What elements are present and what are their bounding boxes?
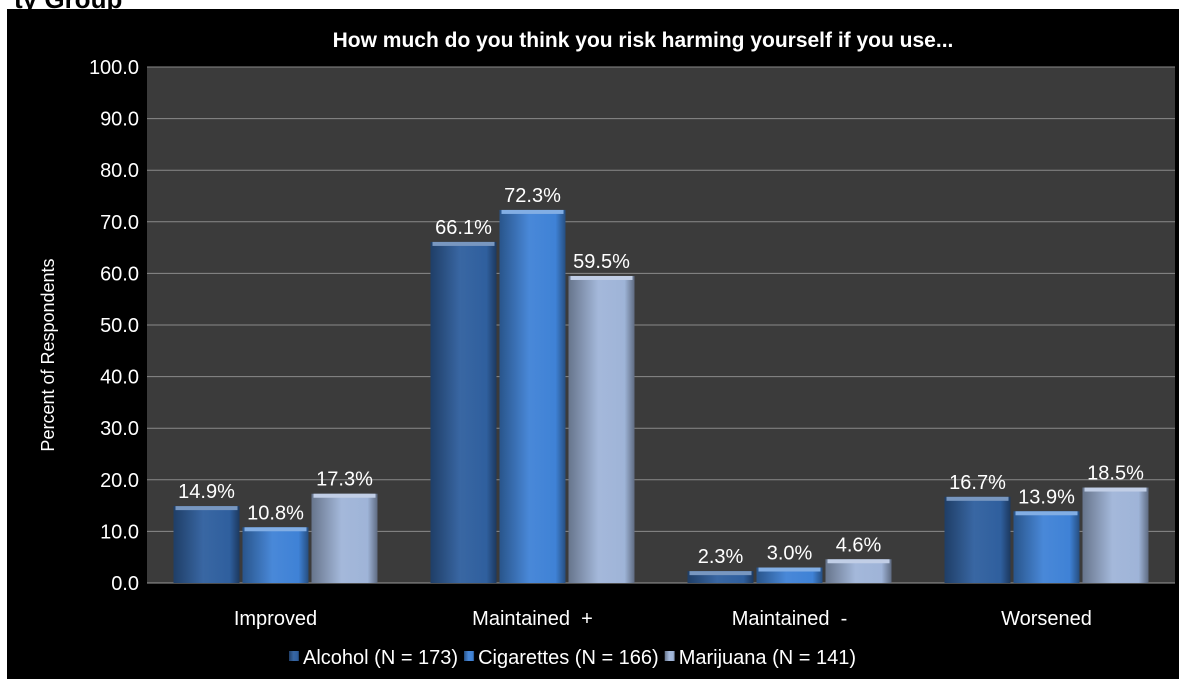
y-tick-label: 30.0 bbox=[100, 418, 139, 440]
legend-label: Marijuana (N = 141) bbox=[679, 647, 856, 669]
bar-top-bevel bbox=[827, 559, 890, 564]
bar-top-bevel bbox=[570, 275, 633, 280]
legend: Alcohol (N = 173) Cigarettes (N = 166) Mar… bbox=[289, 647, 856, 669]
legend-marker bbox=[464, 651, 475, 661]
bar-top-bevel bbox=[313, 493, 376, 498]
data-labels: 14.9% 10.8% 17.3% 66.1% 72.3% 59.5% 2.3% 3.0% 4.… bbox=[178, 185, 1144, 568]
legend-marker bbox=[289, 651, 299, 661]
bar-marijuana bbox=[311, 493, 378, 583]
legend-label: Cigarettes (N = 166) bbox=[478, 647, 659, 669]
bars bbox=[173, 209, 1149, 583]
bar-marijuana bbox=[1082, 487, 1149, 583]
category-label: Maintained - bbox=[732, 608, 848, 630]
y-tick-label: 80.0 bbox=[100, 160, 139, 182]
chart-frame: 0.0 10.0 20.0 30.0 40.0 50.0 60.0 70.0 80.0 90.0 1… bbox=[7, 9, 1179, 679]
y-tick-label: 60.0 bbox=[100, 263, 139, 285]
bar-top-bevel bbox=[946, 496, 1009, 501]
data-label: 4.6% bbox=[836, 534, 882, 556]
bar-marijuana bbox=[568, 275, 635, 583]
legend-label: Alcohol (N = 173) bbox=[303, 647, 458, 669]
y-axis-ticks: 0.0 10.0 20.0 30.0 40.0 50.0 60.0 70.0 80.0 90.0 1… bbox=[89, 57, 139, 595]
bar-top-bevel bbox=[1015, 511, 1078, 516]
category-label: Improved bbox=[234, 608, 317, 630]
bar-alcohol bbox=[687, 571, 754, 583]
data-label: 18.5% bbox=[1087, 463, 1144, 485]
bar-top-bevel bbox=[689, 571, 752, 576]
y-tick-label: 100.0 bbox=[89, 57, 139, 79]
data-label: 10.8% bbox=[247, 502, 304, 524]
bar-cigarettes bbox=[499, 209, 566, 583]
data-label: 72.3% bbox=[504, 185, 561, 207]
bar-alcohol bbox=[944, 496, 1011, 583]
bar-alcohol bbox=[173, 506, 240, 583]
data-label: 16.7% bbox=[949, 472, 1006, 494]
bar-cigarettes bbox=[242, 527, 309, 583]
data-label: 59.5% bbox=[573, 251, 630, 273]
data-label: 66.1% bbox=[435, 217, 492, 239]
legend-marker bbox=[664, 651, 675, 661]
y-tick-label: 50.0 bbox=[100, 315, 139, 337]
bar-top-bevel bbox=[758, 567, 821, 572]
y-tick-label: 70.0 bbox=[100, 212, 139, 234]
data-label: 17.3% bbox=[316, 469, 373, 491]
y-tick-label: 40.0 bbox=[100, 367, 139, 389]
bar-top-bevel bbox=[244, 527, 307, 532]
y-tick-label: 0.0 bbox=[111, 573, 139, 595]
bar-chart: 0.0 10.0 20.0 30.0 40.0 50.0 60.0 70.0 80.0 90.0 1… bbox=[38, 29, 1175, 669]
data-label: 13.9% bbox=[1018, 486, 1075, 508]
bar-cigarettes bbox=[1013, 511, 1080, 583]
y-tick-label: 90.0 bbox=[100, 109, 139, 131]
bar-top-bevel bbox=[1084, 487, 1147, 492]
y-tick-label: 20.0 bbox=[100, 470, 139, 492]
category-label: Worsened bbox=[1001, 608, 1092, 630]
bar-top-bevel bbox=[501, 209, 564, 214]
x-axis-categories: Improved Maintained + Maintained - Worsened bbox=[234, 608, 1092, 630]
bar-alcohol bbox=[430, 241, 497, 583]
category-label: Maintained + bbox=[472, 608, 593, 630]
bar-top-bevel bbox=[432, 241, 495, 246]
bar-marijuana bbox=[825, 559, 892, 583]
data-label: 14.9% bbox=[178, 481, 235, 503]
y-axis-title: Percent of Respondents bbox=[38, 258, 58, 451]
y-tick-label: 10.0 bbox=[100, 521, 139, 543]
data-label: 2.3% bbox=[698, 546, 744, 568]
data-label: 3.0% bbox=[767, 543, 813, 565]
chart-title: How much do you think you risk harming y… bbox=[333, 29, 954, 52]
bar-top-bevel bbox=[175, 506, 238, 511]
